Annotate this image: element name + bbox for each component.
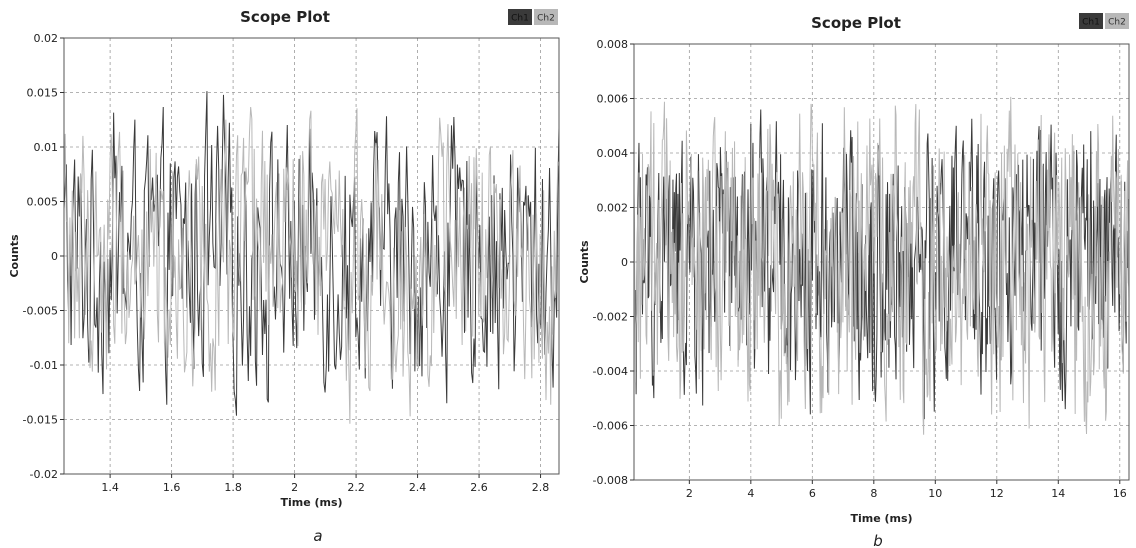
y-axis-label: Counts [8,234,21,278]
x-tick-label: 6 [809,487,816,500]
series-line-ch2 [633,96,1130,435]
x-tick-label: 2.2 [347,481,365,494]
y-tick-label: 0.008 [597,38,629,51]
y-tick-label: -0.004 [593,365,628,378]
x-tick-label: 1.8 [224,481,242,494]
x-axis-label: Time (ms) [850,512,912,525]
y-tick-label: 0.005 [27,196,59,209]
scope-plot-b: 2 4 6 8 10 12 14 16 -0.008 -0.006 -0.004 -0.002 0 0.0… [578,13,1130,548]
x-tick-label: 16 [1113,487,1127,500]
y-tick-label: -0.01 [30,359,58,372]
legend-swatch-ch1 [1079,13,1103,29]
x-tick-label: 2.4 [409,481,427,494]
x-tick-label: 1.4 [101,481,119,494]
y-tick-label: -0.008 [593,474,628,487]
series-line-ch2 [63,107,560,424]
x-tick-label: 10 [928,487,942,500]
x-tick-label: 2.6 [470,481,488,494]
y-tick-label: 0 [621,256,628,269]
y-tick-label: 0.004 [597,147,629,160]
y-axis-label: Counts [578,240,591,284]
legend-label-ch1: Ch1 [1082,18,1100,28]
panel-label: b [873,532,883,548]
scope-plot-a: 1.4 1.6 1.8 2 2.2 2.4 2.6 2.8 -0.02 -0.015 -0.01 -0… [8,8,560,545]
x-tick-label: 8 [870,487,877,500]
x-axis-label: Time (ms) [280,496,342,509]
x-tick-label: 2.8 [532,481,550,494]
chart-title: Scope Plot [811,14,901,32]
y-tick-label: 0 [51,250,58,263]
y-tick-label: 0.02 [34,32,59,45]
x-tick-label: 2 [686,487,693,500]
x-tick-label: 12 [990,487,1004,500]
y-tick-label: -0.005 [23,305,58,318]
y-tick-label: -0.006 [593,420,628,433]
legend-swatch-ch2 [1105,13,1129,29]
y-tick-label: 0.015 [27,87,59,100]
y-tick-label: 0.006 [597,93,629,106]
x-tick-label: 1.6 [163,481,181,494]
x-tick-label: 14 [1051,487,1065,500]
legend-label-ch1: Ch1 [511,14,529,24]
y-tick-label: 0.002 [597,202,629,215]
panel-label: a [313,527,322,545]
y-tick-label: -0.002 [593,311,628,324]
legend-swatch-ch2 [534,9,558,25]
y-tick-label: 0.01 [34,141,59,154]
x-tick-label: 2 [291,481,298,494]
chart-title: Scope Plot [240,8,330,26]
x-tick-label: 4 [747,487,754,500]
legend-swatch-ch1 [508,9,532,25]
y-tick-label: -0.02 [30,468,58,481]
legend-label-ch2: Ch2 [537,14,555,24]
y-tick-label: -0.015 [23,414,58,427]
legend-label-ch2: Ch2 [1108,18,1126,28]
